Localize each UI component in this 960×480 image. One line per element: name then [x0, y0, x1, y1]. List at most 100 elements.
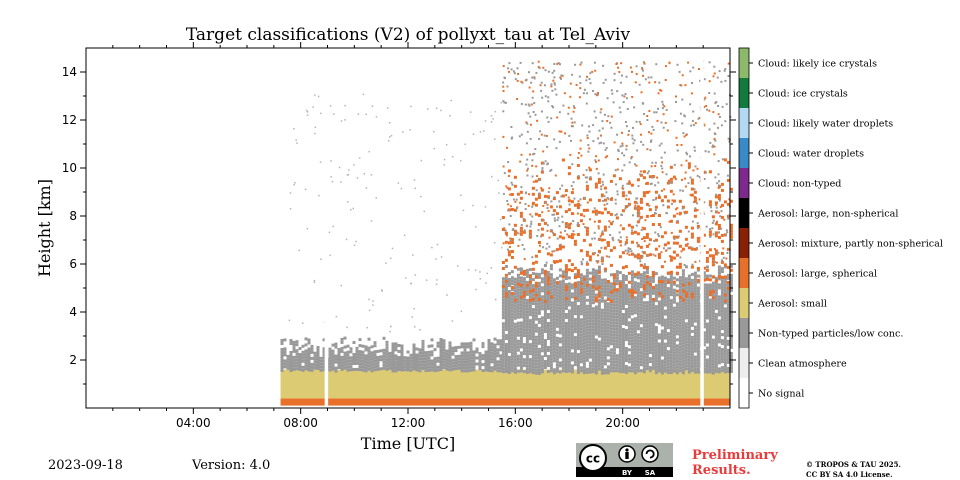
heatmap-dot — [626, 252, 629, 255]
heatmap-cell — [606, 335, 610, 339]
heatmap-cell — [702, 340, 706, 344]
heatmap-cell — [630, 300, 634, 304]
heatmap-cell — [579, 303, 583, 307]
heatmap-cell — [663, 297, 667, 301]
heatmap-dot — [436, 243, 439, 246]
heatmap-dot — [616, 193, 619, 196]
heatmap-dot — [609, 234, 612, 236]
heatmap-cell — [516, 309, 520, 313]
heatmap-cell — [564, 267, 568, 271]
heatmap-cell — [618, 316, 622, 320]
heatmap-cell — [615, 315, 619, 319]
heatmap-dot — [516, 67, 519, 70]
colorbar-swatch — [739, 228, 749, 258]
heatmap-cell — [457, 360, 461, 364]
heatmap-cell — [394, 369, 398, 373]
heatmap-dot — [617, 150, 620, 153]
heatmap-dot — [467, 269, 470, 271]
heatmap-cell — [540, 286, 544, 290]
heatmap-cell — [708, 170, 712, 174]
heatmap-cell — [516, 303, 520, 307]
heatmap-cell — [367, 337, 371, 341]
heatmap-cell — [600, 281, 604, 285]
heatmap-cell — [678, 295, 682, 299]
heatmap-cell — [570, 322, 574, 326]
heatmap-cell — [391, 354, 395, 358]
heatmap-cell — [490, 369, 494, 373]
heatmap-cell — [516, 285, 520, 289]
heatmap-cell — [385, 358, 389, 362]
heatmap-cell — [310, 365, 314, 369]
heatmap-dot — [535, 189, 538, 192]
heatmap-cell — [460, 345, 464, 349]
heatmap-cell — [561, 360, 565, 364]
heatmap-cell — [621, 355, 625, 358]
heatmap-cell — [657, 345, 661, 349]
heatmap-cell — [657, 369, 661, 373]
heatmap-cell — [561, 342, 565, 346]
heatmap-cell — [615, 300, 619, 304]
heatmap-cell — [549, 303, 553, 307]
heatmap-dot — [312, 106, 314, 108]
heatmap-cell — [549, 282, 553, 286]
heatmap-cell — [331, 349, 335, 353]
heatmap-cell — [624, 359, 628, 362]
heatmap-dot — [539, 130, 542, 133]
heatmap-cell — [573, 294, 577, 298]
heatmap-dot — [619, 236, 622, 239]
heatmap-cell — [711, 323, 715, 327]
heatmap-dot — [585, 102, 588, 105]
heatmap-cell — [531, 288, 535, 292]
heatmap-cell — [558, 304, 562, 308]
heatmap-cell — [555, 339, 559, 343]
heatmap-layer — [280, 369, 730, 399]
heatmap-cell — [726, 303, 730, 307]
heatmap-cell — [487, 363, 491, 366]
heatmap-cell — [295, 349, 299, 353]
heatmap-cell — [394, 357, 398, 361]
heatmap-cell — [537, 299, 541, 303]
heatmap-dot — [545, 247, 548, 250]
heatmap-cell — [642, 313, 646, 317]
heatmap-cell — [406, 365, 410, 369]
heatmap-cell — [642, 370, 646, 374]
heatmap-cell — [627, 297, 631, 301]
heatmap-cell — [540, 316, 544, 320]
heatmap-cell — [597, 294, 601, 298]
heatmap-dot — [511, 136, 514, 139]
heatmap-dot — [597, 227, 600, 230]
heatmap-cell — [421, 354, 425, 358]
heatmap-cell — [513, 292, 517, 296]
heatmap-cell — [642, 325, 646, 329]
heatmap-cell — [720, 324, 724, 328]
heatmap-cell — [507, 187, 511, 191]
heatmap-dot — [570, 222, 572, 225]
heatmap-cell — [597, 310, 601, 314]
heatmap-cell — [660, 329, 664, 333]
heatmap-cell — [543, 339, 547, 342]
heatmap-cell — [531, 272, 535, 276]
heatmap-cell — [663, 288, 667, 292]
heatmap-dot — [608, 225, 611, 228]
heatmap-cell — [588, 255, 592, 259]
heatmap-cell — [358, 362, 362, 366]
heatmap-cell — [528, 319, 532, 323]
heatmap-cell — [537, 308, 541, 312]
heatmap-cell — [570, 292, 574, 296]
heatmap-dot — [665, 65, 667, 68]
heatmap-dot — [632, 214, 634, 217]
heatmap-dot — [689, 103, 692, 106]
heatmap-cell — [525, 340, 529, 344]
heatmap-dot — [524, 203, 527, 205]
heatmap-cell — [570, 364, 574, 368]
heatmap-cell — [684, 337, 688, 341]
heatmap-dot — [654, 81, 657, 84]
heatmap-cell — [678, 288, 682, 292]
heatmap-cell — [693, 277, 697, 281]
heatmap-dot — [506, 186, 509, 189]
heatmap-cell — [552, 359, 556, 363]
heatmap-cell — [633, 356, 637, 360]
heatmap-cell — [591, 328, 595, 332]
heatmap-cell — [555, 291, 559, 295]
heatmap-cell — [651, 345, 655, 349]
